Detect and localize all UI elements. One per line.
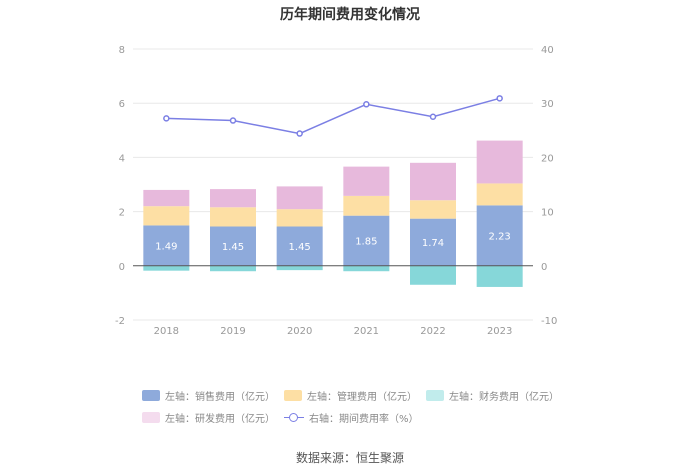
legend-label-ratio: 右轴：期间费用率（%） bbox=[309, 414, 419, 425]
right-tick-label: -10 bbox=[541, 316, 557, 327]
legend-label-admin: 左轴：管理费用（亿元） bbox=[307, 392, 417, 403]
legend-swatch-rnd bbox=[142, 412, 160, 423]
legend-item-rnd[interactable]: 左轴：研发费用（亿元） bbox=[142, 410, 275, 425]
left-tick-label: 6 bbox=[119, 99, 125, 110]
right-tick-label: 30 bbox=[541, 99, 554, 110]
left-axis: -2 0 2 4 6 8 bbox=[115, 45, 125, 327]
bar-finance bbox=[476, 265, 523, 287]
bar-sales bbox=[410, 218, 456, 266]
bar-finance bbox=[410, 265, 456, 285]
ratio-point bbox=[363, 101, 370, 108]
bar-admin bbox=[410, 200, 456, 219]
gridlines bbox=[133, 48, 533, 321]
left-tick-label: 8 bbox=[119, 45, 125, 56]
right-tick-label: 20 bbox=[541, 153, 554, 164]
legend-item-ratio[interactable]: 右轴：期间费用率（%） bbox=[284, 410, 419, 425]
bar-finance bbox=[210, 265, 256, 272]
left-tick-label: -2 bbox=[115, 316, 125, 327]
ratio-point bbox=[163, 115, 170, 122]
chart-title: 历年期间费用变化情况 bbox=[280, 7, 420, 23]
bar-rnd bbox=[210, 189, 256, 208]
bar-value-label: 1.49 bbox=[155, 242, 177, 253]
bar-value-label: 2.23 bbox=[489, 232, 511, 243]
bar-finance bbox=[276, 265, 323, 271]
bar-sales bbox=[210, 226, 256, 266]
bar-admin bbox=[210, 207, 256, 227]
bar-rnd bbox=[343, 166, 390, 196]
legend-swatch-admin bbox=[284, 390, 302, 401]
x-tick-label: 2020 bbox=[287, 326, 312, 337]
legend-swatch-finance bbox=[426, 390, 444, 401]
right-tick-label: 40 bbox=[541, 45, 554, 56]
expense-ratio-line bbox=[163, 95, 503, 137]
x-axis: 2018 2019 2020 2021 2022 2023 bbox=[154, 326, 513, 337]
legend-item-finance[interactable]: 左轴：财务费用（亿元） bbox=[426, 388, 559, 403]
bar-sales bbox=[476, 205, 523, 266]
bar-admin bbox=[476, 183, 523, 206]
ratio-point bbox=[429, 113, 437, 120]
x-tick-label: 2022 bbox=[420, 326, 445, 337]
legend-line-icon bbox=[284, 412, 304, 423]
x-tick-label: 2021 bbox=[354, 326, 379, 337]
bar-value-label: 1.45 bbox=[289, 242, 311, 253]
bar-value-label: 1.74 bbox=[422, 238, 444, 249]
legend-label-sales: 左轴：销售费用（亿元） bbox=[165, 392, 275, 403]
bar-rnd bbox=[143, 189, 190, 207]
ratio-point bbox=[496, 95, 503, 102]
bar-finance bbox=[143, 265, 190, 271]
right-axis: -10 0 10 20 30 40 bbox=[541, 45, 557, 327]
right-tick-label: 0 bbox=[541, 262, 547, 273]
bar-value-label: 1.45 bbox=[222, 242, 244, 253]
bar-finance bbox=[343, 265, 390, 272]
bar-admin bbox=[276, 209, 323, 227]
left-tick-label: 4 bbox=[119, 153, 125, 164]
legend-swatch-sales bbox=[142, 390, 160, 401]
x-tick-label: 2018 bbox=[154, 326, 179, 337]
ratio-point bbox=[296, 130, 303, 137]
left-tick-label: 0 bbox=[119, 262, 125, 273]
data-source: 数据来源：恒生聚源 bbox=[295, 451, 404, 465]
bar-rnd bbox=[276, 186, 323, 210]
bar-sales bbox=[276, 226, 323, 266]
legend-item-sales[interactable]: 左轴：销售费用（亿元） bbox=[142, 388, 275, 403]
data-labels: 1.49 1.45 1.45 1.85 1.74 2.23 bbox=[155, 232, 511, 254]
bar-value-label: 1.85 bbox=[355, 237, 377, 248]
legend-label-finance: 左轴：财务费用（亿元） bbox=[449, 392, 559, 403]
ratio-point bbox=[229, 117, 237, 124]
right-tick-label: 10 bbox=[541, 208, 554, 219]
legend-item-admin[interactable]: 左轴：管理费用（亿元） bbox=[284, 388, 417, 403]
bar-admin bbox=[343, 195, 390, 216]
bar-admin bbox=[143, 206, 190, 226]
x-tick-label: 2023 bbox=[487, 326, 512, 337]
bar-sales bbox=[343, 215, 390, 266]
bar-sales bbox=[143, 225, 190, 266]
ratio-line-path bbox=[166, 97, 500, 135]
left-tick-label: 2 bbox=[119, 208, 125, 219]
x-tick-label: 2019 bbox=[220, 326, 245, 337]
bars bbox=[143, 140, 523, 287]
legend-label-rnd: 左轴：研发费用（亿元） bbox=[165, 414, 275, 425]
bar-rnd bbox=[476, 140, 523, 184]
bar-rnd bbox=[410, 162, 456, 201]
